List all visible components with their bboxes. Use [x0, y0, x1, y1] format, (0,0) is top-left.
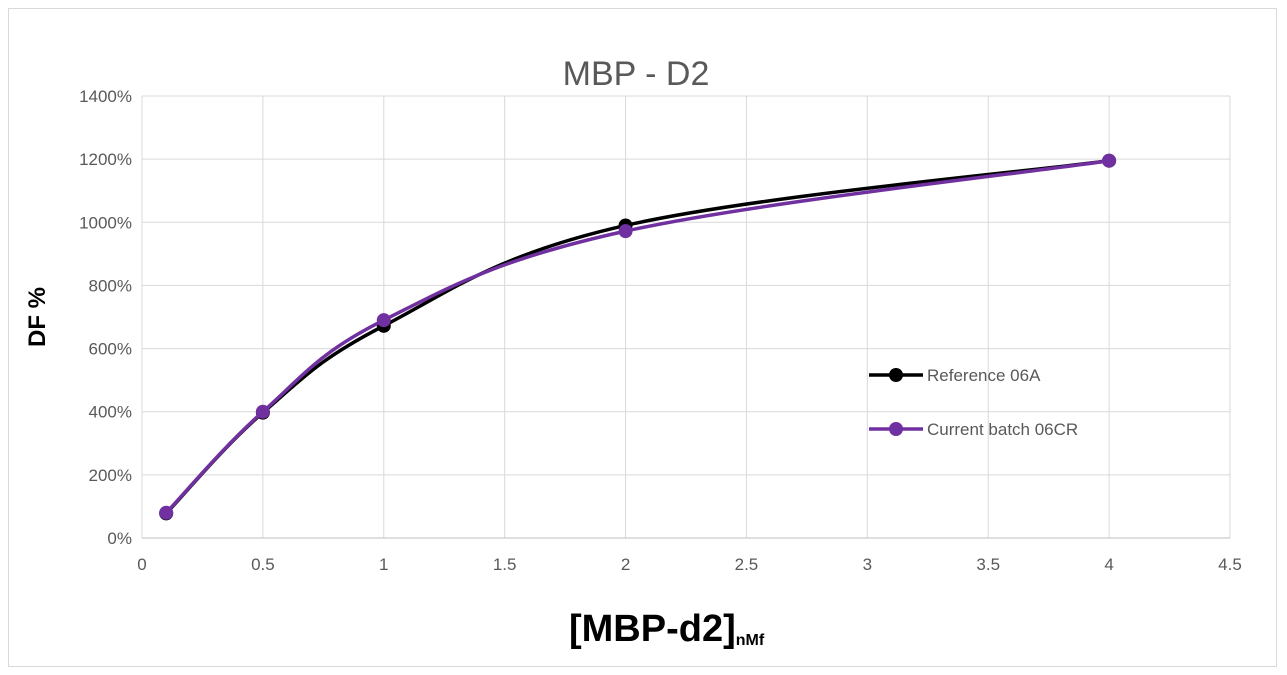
- legend-item: Reference 06A: [869, 366, 1041, 385]
- axes: 0 0.5 1 1.5 2 2.5 3 3.5 4 4.5 0% 200% 400% 600% 800% 10…: [79, 87, 1242, 574]
- series-line: [164, 158, 1110, 515]
- legend-item: Current batch 06CR: [869, 420, 1078, 439]
- legend: Reference 06A Current batch 06CR: [869, 366, 1078, 439]
- chart-frame: 0 0.5 1 1.5 2 2.5 3 3.5 4 4.5 0% 200% 400% 600% 800% 10…: [8, 8, 1277, 667]
- y-tick-label: 1400%: [79, 87, 132, 106]
- legend-marker: [889, 368, 903, 382]
- y-tick-label: 400%: [89, 403, 132, 422]
- y-axis-label: DF %: [24, 287, 51, 347]
- series-1: [159, 153, 1117, 520]
- x-tick-label: 4: [1104, 555, 1113, 574]
- x-tick-label: 2: [621, 555, 630, 574]
- series-layer: [159, 153, 1117, 521]
- legend-label: Current batch 06CR: [927, 420, 1078, 439]
- x-tick-label: 0: [137, 555, 146, 574]
- x-tick-label: 3.5: [976, 555, 1000, 574]
- x-tick-label: 1.5: [493, 555, 517, 574]
- series-line: [164, 158, 1110, 514]
- x-tick-label: 3: [863, 555, 872, 574]
- y-tick-label: 1000%: [79, 213, 132, 232]
- x-axis-label-subscript: nMf: [736, 632, 765, 649]
- data-point: [159, 505, 174, 520]
- line-chart: 0 0.5 1 1.5 2 2.5 3 3.5 4 4.5 0% 200% 400% 600% 800% 10…: [24, 55, 1242, 650]
- x-axis-label: [MBP-d2]nMf: [569, 608, 765, 650]
- x-tick-label: 0.5: [251, 555, 275, 574]
- y-tick-label: 0%: [107, 529, 132, 548]
- y-tick-label: 200%: [89, 466, 132, 485]
- data-point: [376, 313, 391, 328]
- legend-marker: [889, 422, 903, 436]
- data-point: [1102, 153, 1117, 168]
- data-point: [255, 404, 270, 419]
- legend-label: Reference 06A: [927, 366, 1041, 385]
- grid: [141, 95, 1231, 539]
- x-tick-label: 2.5: [735, 555, 759, 574]
- x-tick-label: 1: [379, 555, 388, 574]
- x-axis-label-main: [MBP-d2]: [569, 608, 736, 650]
- data-point: [618, 224, 633, 239]
- series-0: [159, 153, 1117, 521]
- y-tick-label: 800%: [89, 276, 132, 295]
- y-tick-label: 600%: [89, 340, 132, 359]
- y-tick-label: 1200%: [79, 150, 132, 169]
- x-tick-label: 4.5: [1218, 555, 1242, 574]
- chart-title: MBP - D2: [563, 55, 710, 93]
